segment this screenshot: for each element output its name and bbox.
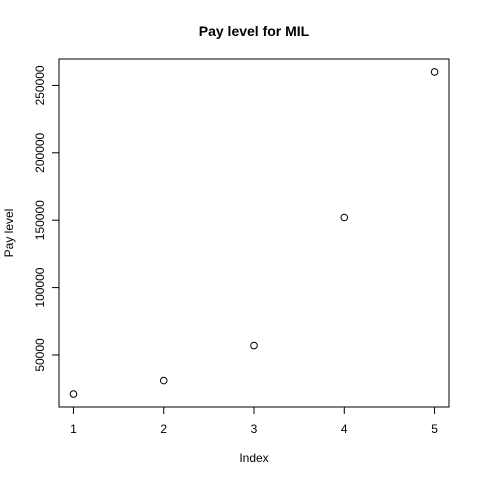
x-tick-label: 4 <box>341 422 348 436</box>
x-tick-label: 3 <box>251 422 258 436</box>
y-tick-label: 200000 <box>33 132 47 172</box>
x-tick-label: 1 <box>70 422 77 436</box>
y-tick-label: 250000 <box>33 65 47 105</box>
data-point <box>250 341 258 350</box>
chart-title: Pay level for MIL <box>199 23 310 39</box>
x-tick-label: 5 <box>431 422 438 436</box>
data-point <box>159 376 168 385</box>
y-tick-label: 150000 <box>33 200 47 240</box>
y-axis-label: Pay level <box>2 209 16 258</box>
x-axis: 1 2 3 4 5 <box>70 406 438 436</box>
plot-frame <box>58 58 450 408</box>
y-axis: 50000 100000 150000 200000 250000 <box>33 65 60 372</box>
y-tick-label: 50000 <box>33 338 47 372</box>
data-points <box>69 68 439 398</box>
data-point <box>340 213 349 222</box>
data-point <box>430 68 439 76</box>
y-tick-label: 100000 <box>33 267 47 307</box>
x-tick-label: 2 <box>160 422 167 436</box>
data-point <box>69 390 78 398</box>
x-axis-label: Index <box>239 451 268 465</box>
